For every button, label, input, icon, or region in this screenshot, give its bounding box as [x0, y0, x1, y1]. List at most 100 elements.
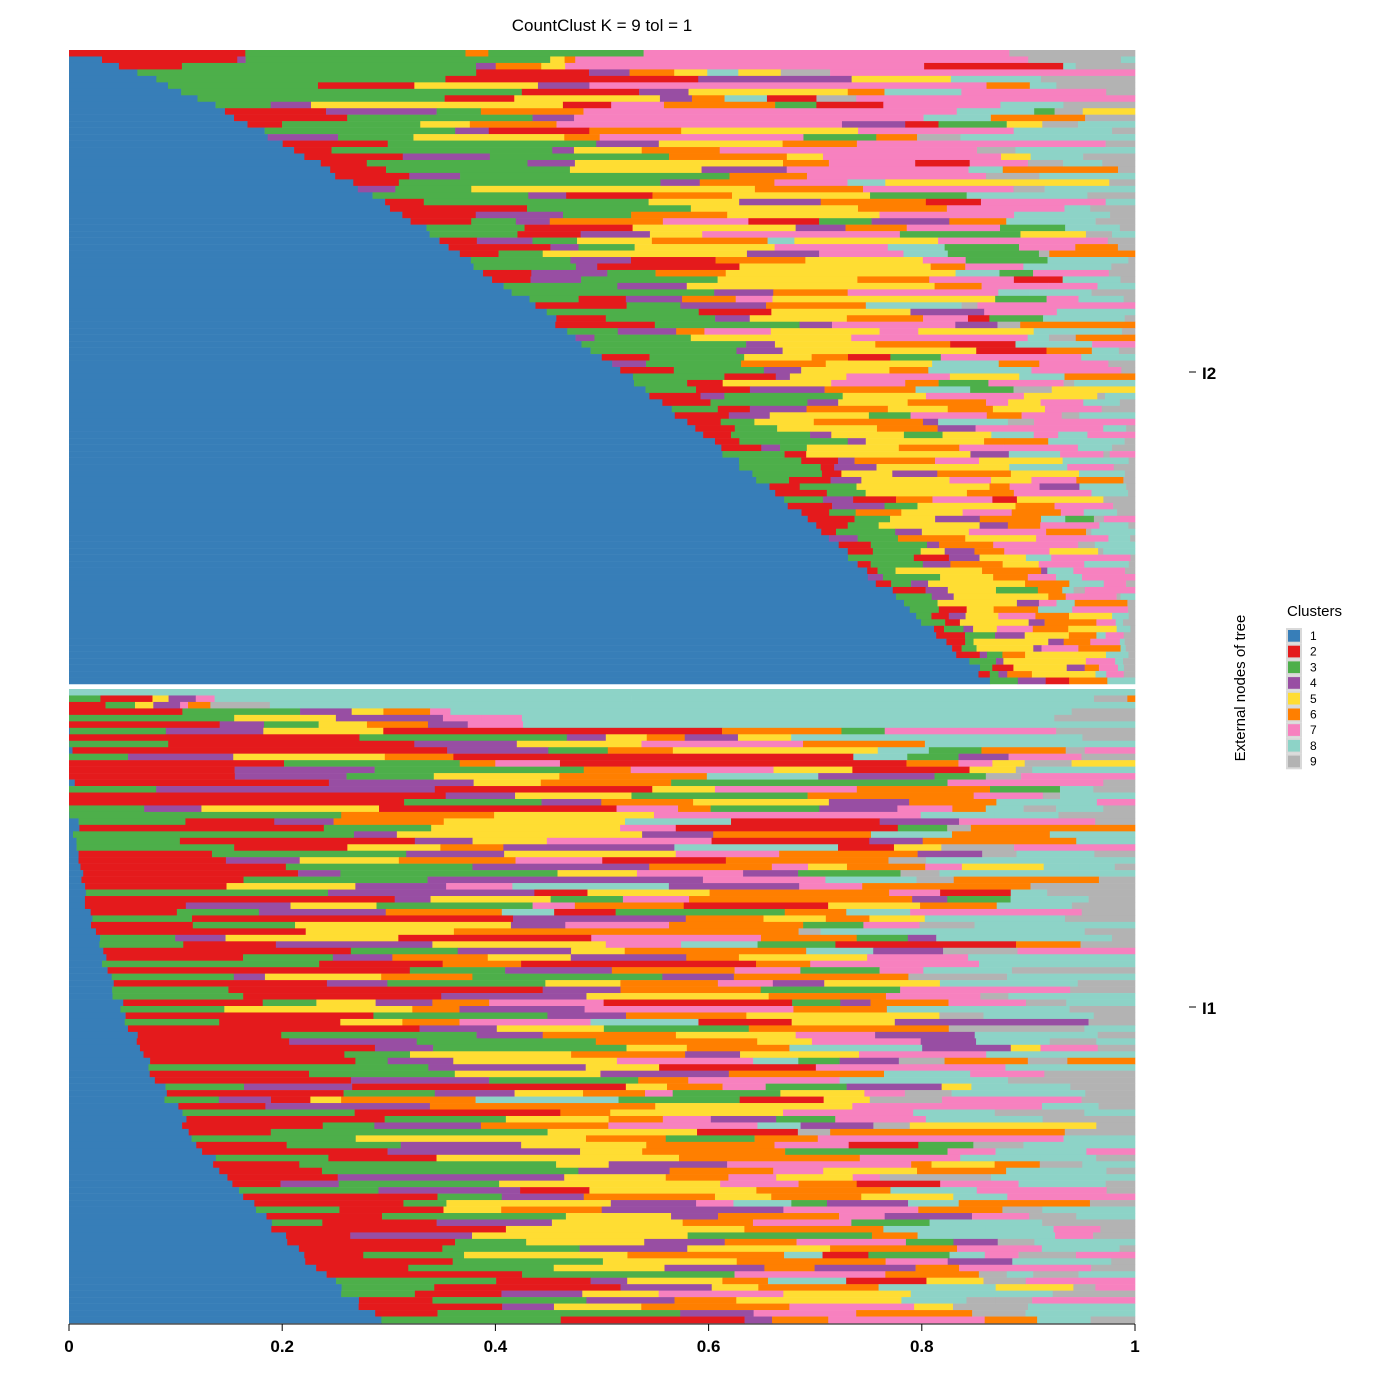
legend-swatch-5 [1288, 692, 1300, 705]
bar-segment-cluster-2 [934, 625, 945, 633]
bar-segment-cluster-3 [341, 1284, 435, 1291]
bar-segment-cluster-7 [1019, 244, 1076, 251]
bar-segment-cluster-9 [816, 95, 857, 103]
bar-segment-cluster-8 [1007, 973, 1136, 981]
bar-segment-cluster-8 [924, 915, 1005, 923]
bar-segment-cluster-9 [1049, 1038, 1097, 1046]
bar-segment-cluster-5 [582, 1290, 659, 1298]
bar-segment-cluster-2 [286, 1232, 351, 1240]
bar-segment-cluster-9 [879, 1174, 992, 1181]
bar-segment-cluster-5 [686, 282, 935, 290]
bar-segment-cluster-8 [1004, 915, 1066, 923]
bar-segment-cluster-9 [1093, 786, 1136, 793]
bar-segment-cluster-7 [728, 1174, 777, 1181]
bar-segment-cluster-9 [1040, 75, 1136, 83]
bar-segment-cluster-4 [445, 792, 516, 800]
bar-segment-cluster-3 [511, 289, 715, 297]
bar-segment-cluster-2 [952, 645, 962, 652]
bar-segment-cluster-4 [475, 211, 564, 219]
bar-segment-cluster-3 [785, 1148, 948, 1156]
bar-segment-cluster-2 [69, 760, 285, 767]
bar-segment-cluster-8 [847, 179, 886, 187]
bar-segment-cluster-6 [906, 760, 959, 767]
bar-segment-cluster-2 [139, 1044, 376, 1052]
bar-segment-cluster-5 [1031, 671, 1096, 678]
bar-segment-cluster-9 [953, 1303, 1029, 1311]
bar-segment-cluster-3 [872, 548, 921, 555]
bar-segment-cluster-1 [69, 740, 70, 748]
bar-segment-cluster-1 [69, 1031, 139, 1039]
bar-segment-cluster-1 [69, 179, 354, 187]
bar-segment-cluster-2 [936, 632, 966, 639]
bar-segment-cluster-3 [938, 121, 1007, 128]
bar-segment-cluster-8 [1014, 211, 1111, 219]
bar-segment-cluster-7 [702, 876, 826, 884]
bar-segment-cluster-8 [523, 721, 1136, 729]
bar-segment-cluster-5 [890, 515, 936, 523]
bar-segment-cluster-2 [875, 580, 892, 588]
bar-segment-cluster-6 [564, 134, 600, 141]
bar-segment-cluster-3 [909, 606, 940, 614]
bar-segment-cluster-3 [181, 62, 477, 70]
bar-segment-cluster-3 [347, 114, 533, 122]
bar-segment-cluster-9 [1048, 334, 1077, 342]
bar-segment-cluster-9 [1083, 153, 1136, 161]
bar-segment-cluster-6 [429, 1103, 656, 1110]
bar-segment-cluster-1 [69, 308, 548, 316]
bar-segment-cluster-8 [940, 1077, 1009, 1084]
bar-segment-cluster-8 [1117, 664, 1125, 672]
bar-segment-cluster-4 [501, 1290, 583, 1298]
bar-segment-cluster-3 [947, 896, 1011, 903]
bar-segment-cluster-4 [935, 515, 981, 523]
bar-segment-cluster-4 [237, 56, 246, 64]
bar-segment-cluster-7 [1040, 399, 1084, 407]
bar-segment-cluster-1 [69, 250, 461, 258]
bar-segment-cluster-4 [1041, 567, 1048, 575]
bar-segment-cluster-6 [571, 1051, 686, 1059]
bar-segment-cluster-4 [684, 734, 739, 742]
bar-segment-cluster-2 [695, 425, 736, 432]
bar-segment-cluster-8 [1055, 218, 1096, 225]
bar-segment-cluster-5 [869, 915, 926, 923]
bar-segment-cluster-1 [69, 1258, 306, 1266]
bar-segment-cluster-8 [974, 921, 1136, 929]
bar-segment-cluster-8 [707, 69, 739, 77]
bar-segment-cluster-7 [584, 1006, 794, 1013]
bar-segment-cluster-5 [310, 101, 564, 109]
bar-segment-cluster-3 [734, 425, 778, 432]
bar-segment-cluster-4 [978, 1258, 1013, 1266]
bar-segment-cluster-1 [69, 334, 576, 342]
bar-segment-cluster-7 [910, 412, 988, 420]
bar-segment-cluster-2 [556, 315, 607, 322]
bar-segment-cluster-6 [624, 947, 807, 955]
bar-segment-cluster-1 [69, 612, 917, 620]
bar-segment-cluster-1 [69, 489, 776, 497]
bar-segment-cluster-6 [984, 438, 1005, 445]
bar-segment-cluster-5 [732, 192, 871, 200]
bar-segment-cluster-3 [245, 50, 466, 57]
bar-segment-cluster-1 [69, 1109, 183, 1117]
bar-segment-cluster-3 [283, 760, 461, 767]
legend-label-5: 5 [1310, 692, 1317, 706]
bar-segment-cluster-9 [1094, 850, 1136, 858]
bar-segment-cluster-9 [1013, 386, 1053, 394]
bar-segment-cluster-3 [376, 902, 533, 910]
bar-segment-cluster-4 [1048, 638, 1064, 646]
bar-segment-cluster-5 [655, 1103, 853, 1110]
bar-segment-cluster-7 [1033, 269, 1110, 277]
bar-segment-cluster-2 [85, 883, 227, 890]
bar-segment-cluster-3 [112, 993, 244, 1000]
bar-segment-cluster-7 [879, 211, 1015, 219]
bar-segment-cluster-5 [878, 522, 980, 529]
bar-segment-cluster-5 [856, 483, 990, 491]
bar-segment-cluster-1 [69, 915, 93, 923]
bar-segment-cluster-4 [409, 172, 461, 180]
bar-segment-cluster-8 [1043, 863, 1081, 871]
bar-segment-cluster-1 [69, 1219, 273, 1227]
bar-segment-cluster-6 [501, 1206, 603, 1214]
bar-segment-cluster-7 [774, 244, 889, 251]
bar-segment-cluster-5 [551, 1219, 683, 1227]
bar-segment-cluster-6 [772, 1316, 829, 1324]
bar-segment-cluster-4 [552, 147, 575, 154]
bar-segment-cluster-8 [1044, 185, 1136, 193]
